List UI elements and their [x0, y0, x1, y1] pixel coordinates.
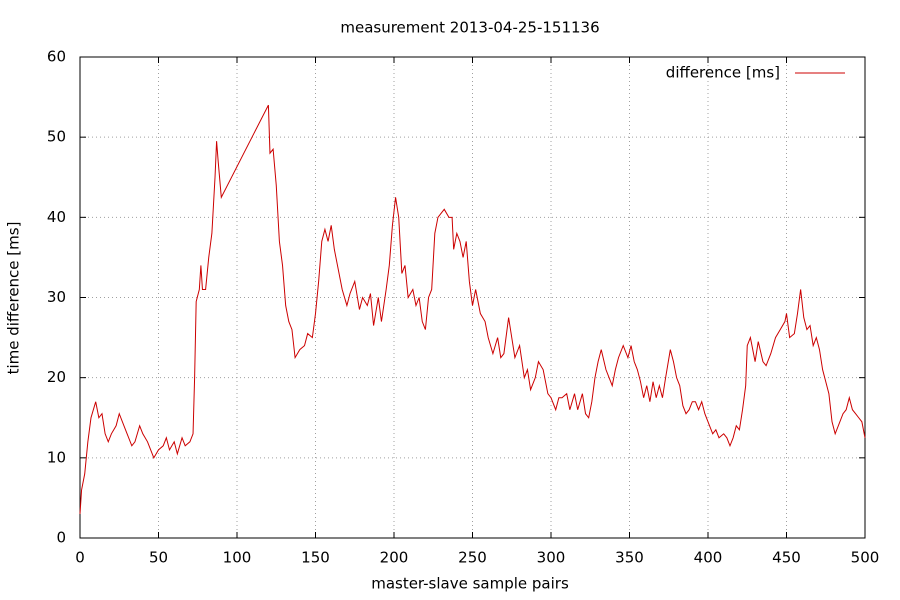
x-tick-label: 100 — [223, 549, 252, 567]
x-tick-label: 400 — [694, 549, 723, 567]
x-tick-label: 250 — [458, 549, 487, 567]
x-tick-label: 0 — [75, 549, 85, 567]
y-tick-label: 20 — [47, 368, 66, 386]
legend-label: difference [ms] — [666, 64, 780, 82]
x-tick-label: 150 — [301, 549, 330, 567]
plot-border — [79, 56, 866, 539]
y-tick-label: 50 — [47, 128, 66, 146]
data-line — [79, 104, 866, 514]
y-axis-label: time difference [ms] — [5, 222, 23, 375]
y-tick-label: 30 — [47, 288, 66, 306]
y-tick-label: 10 — [47, 448, 66, 466]
x-tick-label: 200 — [380, 549, 409, 567]
x-tick-label: 50 — [149, 549, 168, 567]
x-tick-label: 450 — [772, 549, 801, 567]
x-tick-label: 300 — [537, 549, 566, 567]
y-tick-label: 0 — [56, 529, 66, 547]
x-tick-label: 350 — [615, 549, 644, 567]
x-tick-label: 500 — [851, 549, 880, 567]
chart-title: measurement 2013-04-25-151136 — [340, 19, 599, 37]
x-axis-label: master-slave sample pairs — [371, 575, 569, 593]
y-tick-label: 60 — [47, 48, 66, 66]
y-tick-label: 40 — [47, 208, 66, 226]
